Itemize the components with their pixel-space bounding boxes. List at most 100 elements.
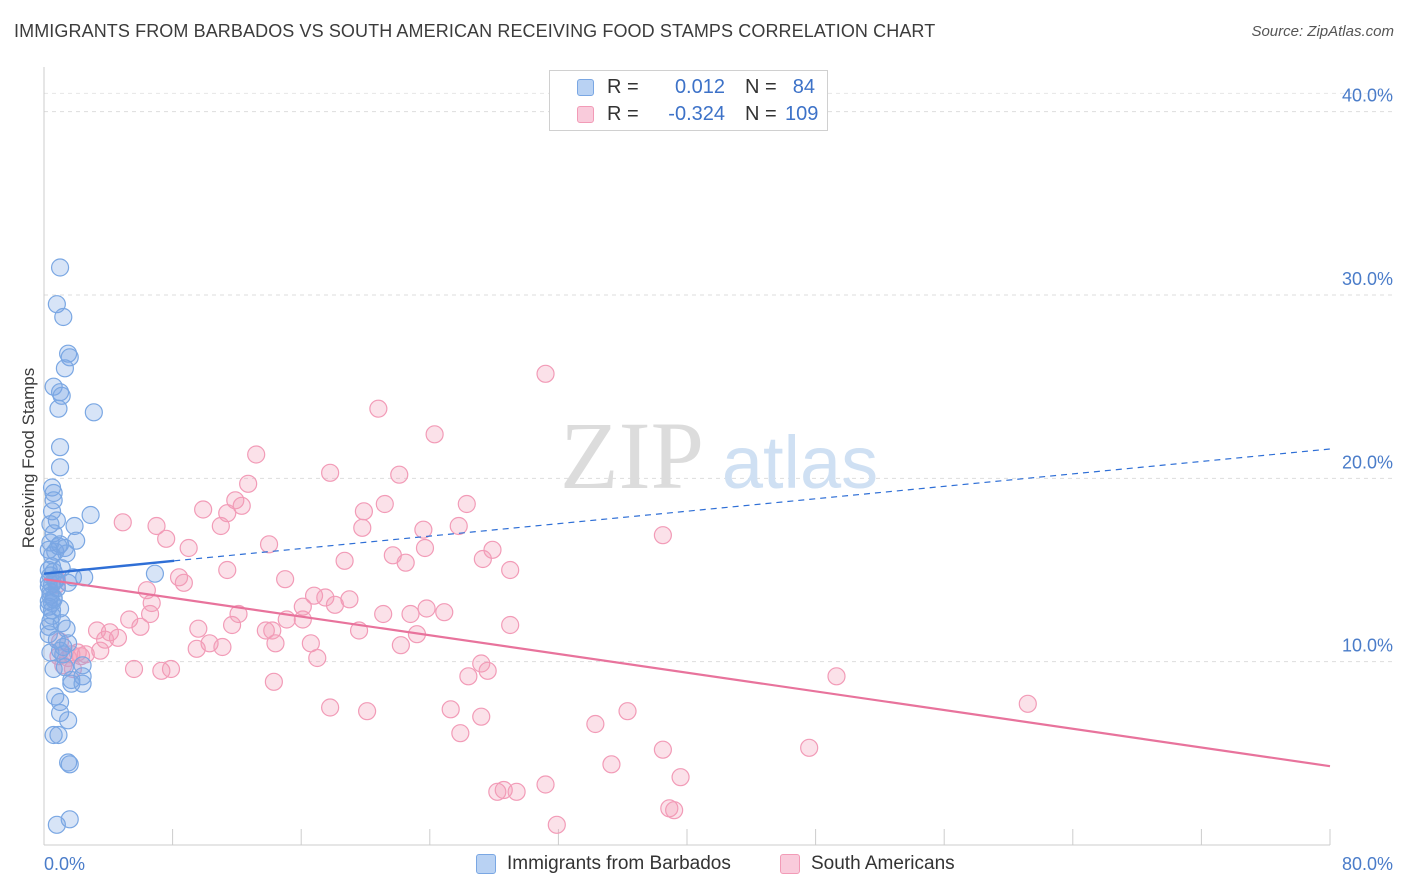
watermark-zip: ZIP	[560, 402, 704, 509]
south-americans-point	[536, 775, 555, 794]
barbados-point	[44, 590, 63, 609]
south-americans-point	[800, 738, 819, 757]
south-americans-point	[157, 529, 176, 548]
barbados-swatch	[577, 78, 594, 96]
south-americans-point	[472, 707, 491, 726]
south-americans-point	[276, 570, 295, 589]
south-americans-point	[449, 516, 468, 536]
south-americans-point	[472, 654, 491, 673]
barbados-point	[42, 546, 62, 565]
barbados-points	[39, 258, 165, 834]
south-americans-point	[91, 641, 110, 660]
south-americans-point	[653, 740, 672, 759]
barbados-point	[49, 399, 68, 418]
r-value: -0.324	[668, 102, 725, 125]
trend-lines	[43, 448, 1331, 768]
tick-labels: 10.0% 20.0% 30.0% 40.0% 0.0% 80.0%	[44, 86, 1393, 874]
barbados-point	[52, 559, 71, 578]
y-axis-label: Receiving Food Stamps	[19, 368, 38, 548]
barbados-point	[81, 505, 100, 525]
south-americans-point	[325, 595, 345, 614]
south-americans-point	[179, 538, 198, 558]
south-americans-point	[459, 667, 478, 686]
south-americans-point	[113, 513, 132, 532]
south-americans-point	[390, 465, 409, 484]
barbados-point	[47, 579, 66, 598]
south-americans-point	[321, 463, 340, 482]
barbados-point	[60, 755, 79, 774]
barbados-point	[145, 564, 165, 583]
south-americans-point	[218, 560, 237, 580]
south-americans-point	[76, 645, 95, 664]
south-americans-point	[120, 610, 139, 629]
barbados-point	[50, 438, 70, 457]
barbados-point	[50, 258, 70, 277]
south-americans-point	[95, 630, 115, 649]
south-americans-point	[169, 568, 189, 587]
south-americans-point	[353, 518, 372, 537]
barbados-point	[49, 725, 68, 745]
south-americans-point	[232, 496, 251, 515]
barbados-point	[44, 483, 63, 503]
legend-row-barbados: R = 0.012 N = 84	[550, 74, 815, 100]
south-americans-point	[375, 494, 394, 514]
south-americans-point	[473, 549, 492, 569]
south-americans-point	[124, 659, 144, 679]
south-americans-point	[483, 540, 502, 559]
south-americans-point	[222, 615, 242, 635]
series-legend-south-americans: South Americans	[780, 851, 955, 877]
south-americans-point	[259, 535, 279, 554]
barbados-point	[49, 537, 68, 556]
south-americans-point	[358, 702, 377, 721]
barbados-point	[73, 667, 92, 686]
barbados-point	[60, 348, 79, 367]
south-americans-point	[161, 659, 181, 679]
barbados-point	[55, 359, 74, 378]
source-label: Source: ZipAtlas.com	[1251, 23, 1394, 40]
south-americans-point	[488, 782, 507, 801]
south-americans-point	[266, 634, 285, 653]
south-americans-point	[142, 593, 161, 613]
south-americans-point	[671, 768, 690, 787]
south-americans-point	[653, 526, 672, 545]
x-tick-label: 80.0%	[1342, 854, 1393, 874]
south-americans-point	[369, 399, 388, 418]
barbados-point	[39, 625, 58, 644]
barbados-point	[84, 403, 103, 422]
watermark-atlas: atlas	[722, 421, 878, 504]
south-americans-point	[354, 502, 373, 521]
south-americans-point	[618, 702, 637, 721]
n-value: 109	[785, 102, 819, 125]
y-tick-label: 10.0%	[1342, 636, 1393, 656]
south-americans-point	[308, 648, 327, 668]
r-label: R =	[607, 75, 639, 98]
barbados-point	[50, 458, 70, 477]
r-value: 0.012	[674, 75, 725, 98]
south-americans-point	[536, 364, 555, 383]
south-americans-point	[586, 714, 605, 734]
x-tick-label: 0.0%	[44, 854, 85, 874]
legend-row-south-americans: R = -0.324 N = 109	[550, 101, 819, 127]
south-americans-point	[827, 667, 846, 686]
south-americans-point	[213, 637, 232, 657]
watermark: ZIP atlas	[560, 402, 878, 509]
south-americans-point	[374, 604, 393, 624]
south-americans-point	[293, 597, 312, 616]
barbados-point	[44, 725, 63, 745]
axes	[43, 67, 1331, 846]
south-americans-point	[264, 672, 283, 691]
south-americans-swatch	[577, 105, 594, 123]
south-americans-point	[247, 445, 266, 464]
south-americans-point	[391, 636, 410, 655]
south-americans-point	[321, 698, 340, 717]
south-americans-point	[547, 815, 566, 834]
south-americans-point	[478, 661, 497, 680]
south-americans-point	[401, 604, 420, 624]
south-americans-point	[147, 516, 166, 536]
south-americans-point	[494, 780, 513, 800]
r-label: R =	[607, 102, 639, 125]
n-label: N =	[745, 75, 777, 98]
south-americans-point	[211, 516, 230, 536]
south-americans-point	[665, 801, 684, 820]
